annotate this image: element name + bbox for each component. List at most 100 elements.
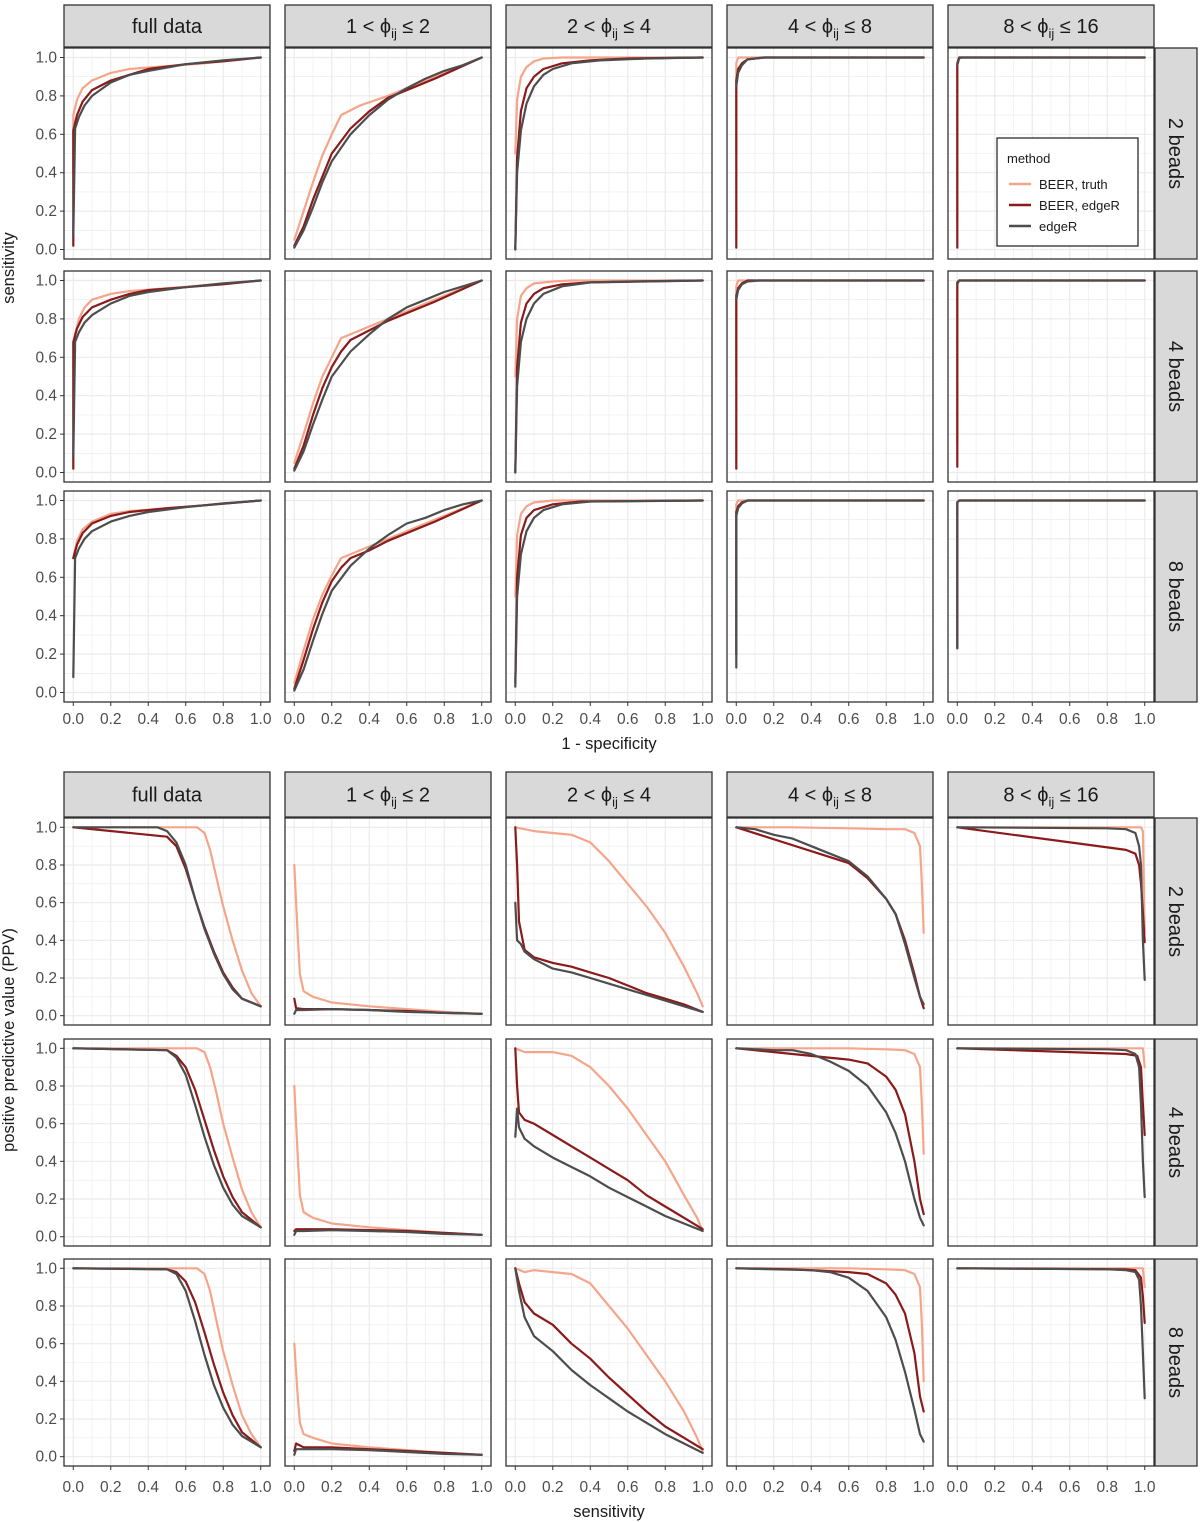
panel (284, 1258, 492, 1467)
x-tick-label: 0.4 (800, 1479, 822, 1496)
panel (947, 817, 1155, 1026)
panel (63, 1038, 271, 1247)
panel-border (505, 817, 713, 1026)
panel-border (505, 1038, 713, 1247)
x-tick-label: 0.6 (175, 711, 197, 728)
x-tick-label: 0.0 (504, 711, 526, 728)
column-strip: full data (63, 771, 271, 818)
x-tick-label: 0.2 (763, 1479, 785, 1496)
x-tick-label: 1.0 (692, 1479, 714, 1496)
x-tick-label: 0.8 (212, 1479, 234, 1496)
x-tick-label: 0.4 (1021, 1479, 1043, 1496)
series-line (293, 279, 483, 472)
panel-border (284, 270, 492, 483)
y-tick-label: 0.8 (35, 88, 57, 105)
x-tick-label: 0.8 (433, 1479, 455, 1496)
series-line (514, 279, 704, 378)
x-tick-label: 0.8 (654, 711, 676, 728)
panel (63, 1258, 271, 1467)
x-tick-label: 0.2 (100, 711, 122, 728)
x-tick-label: 0.0 (946, 1479, 968, 1496)
panel-border (63, 47, 271, 260)
column-strip: 2 < ϕij ≤ 4 (505, 771, 713, 818)
y-tick-label: 0.8 (35, 531, 57, 548)
panel-border (284, 1258, 492, 1467)
x-tick-label: 0.6 (617, 711, 639, 728)
row-strip-label: 2 beads (1164, 886, 1186, 957)
strip-background (284, 771, 492, 818)
panel-border (947, 490, 1155, 703)
strip-background (284, 4, 492, 48)
x-tick-label: 0.8 (875, 711, 897, 728)
x-tick-label: 0.0 (283, 1479, 305, 1496)
panel-border (726, 270, 934, 483)
x-tick-label: 1.0 (250, 1479, 272, 1496)
series-line (735, 499, 925, 669)
series-line (293, 863, 483, 1015)
x-tick-label: 0.8 (875, 1479, 897, 1496)
column-strip: 8 < ϕij ≤ 16 (947, 771, 1155, 818)
y-tick-label: 0.4 (35, 932, 57, 949)
panel (284, 1038, 492, 1247)
panel (284, 817, 492, 1026)
y-tick-label: 0.4 (35, 165, 57, 182)
strip-background (505, 771, 713, 818)
row-strip-background (1154, 47, 1198, 260)
row-strip-label: 4 beads (1164, 341, 1186, 412)
x-tick-label: 1.0 (1134, 711, 1156, 728)
series-line (735, 1267, 925, 1383)
row-strip: 2 beads (1154, 817, 1198, 1026)
panel (63, 490, 271, 703)
y-tick-label: 0.4 (35, 388, 57, 405)
x-tick-label: 1.0 (913, 1479, 935, 1496)
strip-label: 2 < ϕij ≤ 4 (567, 16, 651, 41)
series-line (514, 1267, 704, 1454)
x-tick-label: 0.6 (396, 1479, 418, 1496)
x-tick-label: 0.2 (100, 1479, 122, 1496)
series-line (293, 1448, 483, 1456)
legend-label: edgeR (1039, 219, 1077, 234)
strip-label: 1 < ϕij ≤ 2 (346, 785, 430, 810)
column-strip: 8 < ϕij ≤ 16 (947, 4, 1155, 48)
row-strip-background (1154, 1258, 1198, 1467)
series-line (514, 826, 704, 1008)
strip-background (63, 771, 271, 818)
y-tick-label: 0.2 (35, 646, 57, 663)
series-line (514, 826, 704, 1013)
panel (505, 817, 713, 1026)
series-line (514, 279, 704, 474)
x-tick-label: 0.0 (283, 711, 305, 728)
column-strip: full data (63, 4, 271, 48)
series-line (72, 826, 262, 1008)
y-tick-label: 0.4 (35, 1153, 57, 1170)
y-tick-label: 1.0 (35, 272, 57, 289)
series-line (293, 499, 483, 690)
series-line (514, 56, 704, 251)
roc-figure: 2 beads 0.0 0.2 0.4 0.6 0.8 1.0 4 beads 0.0 0.2 0.… (0, 47, 1198, 753)
y-tick-label: 0.6 (35, 895, 57, 912)
series-line (293, 499, 483, 692)
panel-border (63, 1258, 271, 1467)
x-tick-label: 0.2 (542, 711, 564, 728)
x-tick-label: 0.8 (1096, 1479, 1118, 1496)
panel-border (505, 47, 713, 260)
row-strip-background (1154, 270, 1198, 483)
panel (726, 47, 934, 260)
x-tick-label: 1.0 (471, 711, 493, 728)
row-strip-label: 8 beads (1164, 561, 1186, 632)
x-tick-label: 1.0 (913, 711, 935, 728)
panel-border (947, 817, 1155, 1026)
x-tick-label: 0.6 (396, 711, 418, 728)
y-tick-label: 0.2 (35, 426, 57, 443)
series-line (956, 826, 1146, 981)
row-strip: 8 beads (1154, 490, 1198, 703)
series-line (293, 499, 483, 684)
series-line (293, 279, 483, 464)
panel-border (63, 817, 271, 1026)
series-line (514, 1267, 704, 1451)
panel (726, 1258, 934, 1467)
legend-label: BEER, truth (1039, 177, 1108, 192)
y-tick-label: 1.0 (35, 1260, 57, 1277)
panel (505, 270, 713, 483)
strip-background (947, 4, 1155, 48)
